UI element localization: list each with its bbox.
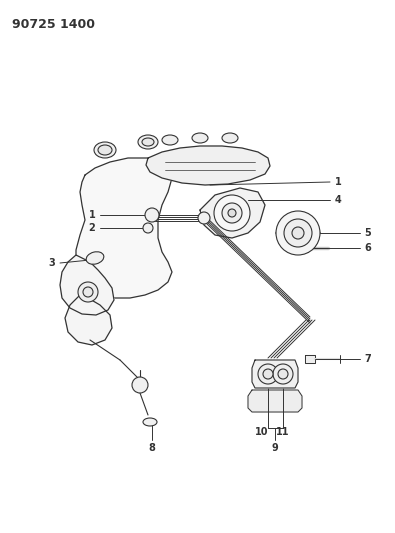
Circle shape [292,227,304,239]
Polygon shape [248,390,302,412]
Text: 2: 2 [88,223,95,233]
Ellipse shape [162,135,178,145]
Text: 11: 11 [276,427,290,437]
Circle shape [222,203,242,223]
Ellipse shape [142,138,154,146]
Polygon shape [60,255,114,315]
Text: 5: 5 [365,228,371,238]
Circle shape [278,369,288,379]
Text: 10: 10 [255,427,269,437]
Circle shape [198,212,210,224]
Text: 3: 3 [49,258,55,268]
Polygon shape [65,295,112,345]
Text: 4: 4 [335,195,341,205]
Circle shape [258,364,278,384]
Circle shape [78,282,98,302]
Circle shape [214,195,250,231]
Polygon shape [302,244,308,252]
Circle shape [132,377,148,393]
Circle shape [143,223,153,233]
Text: 90725 1400: 90725 1400 [12,18,95,31]
Polygon shape [76,158,172,298]
Ellipse shape [143,418,157,426]
Circle shape [273,364,293,384]
Circle shape [276,211,320,255]
Ellipse shape [192,133,208,143]
Circle shape [83,287,93,297]
Text: 7: 7 [365,354,371,364]
Text: 1: 1 [88,210,95,220]
Ellipse shape [98,145,112,155]
Polygon shape [305,355,315,363]
Text: 8: 8 [149,443,156,453]
Circle shape [263,369,273,379]
Ellipse shape [94,142,116,158]
Text: 1: 1 [335,177,341,187]
Circle shape [284,219,312,247]
Ellipse shape [276,227,320,239]
Ellipse shape [138,135,158,149]
Circle shape [228,209,236,217]
Text: 6: 6 [365,243,371,253]
Polygon shape [252,360,298,388]
Ellipse shape [222,133,238,143]
Text: 9: 9 [272,443,278,453]
Polygon shape [146,146,270,185]
Polygon shape [200,188,265,238]
Ellipse shape [86,252,104,264]
Circle shape [145,208,159,222]
